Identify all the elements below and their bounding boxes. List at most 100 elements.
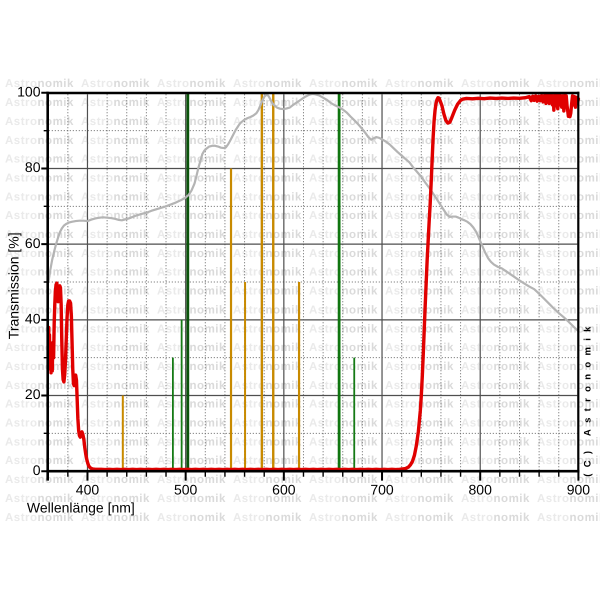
svg-text:Astronomik: Astronomik bbox=[461, 361, 530, 373]
svg-text:Astronomik: Astronomik bbox=[309, 248, 378, 260]
svg-text:Astronomik: Astronomik bbox=[233, 229, 302, 241]
svg-text:80: 80 bbox=[25, 159, 41, 175]
svg-text:600: 600 bbox=[272, 481, 296, 497]
svg-text:Astronomik: Astronomik bbox=[309, 154, 378, 166]
svg-text:Astronomik: Astronomik bbox=[157, 418, 226, 430]
svg-text:Astronomik: Astronomik bbox=[309, 399, 378, 411]
svg-text:Astronomik: Astronomik bbox=[385, 267, 454, 279]
svg-text:Astronomik: Astronomik bbox=[81, 380, 150, 392]
svg-text:Astronomik: Astronomik bbox=[385, 172, 454, 184]
svg-text:Astronomik: Astronomik bbox=[537, 116, 600, 128]
svg-text:Astronomik: Astronomik bbox=[309, 267, 378, 279]
svg-text:Astronomik: Astronomik bbox=[81, 493, 150, 505]
svg-text:Astronomik: Astronomik bbox=[5, 210, 74, 222]
svg-text:Astronomik: Astronomik bbox=[157, 304, 226, 316]
svg-text:Astronomik: Astronomik bbox=[309, 78, 378, 90]
svg-text:Astronomik: Astronomik bbox=[157, 493, 226, 505]
svg-text:Astronomik: Astronomik bbox=[309, 418, 378, 430]
svg-text:Astronomik: Astronomik bbox=[157, 342, 226, 354]
svg-text:Astronomik: Astronomik bbox=[81, 399, 150, 411]
svg-text:Astronomik: Astronomik bbox=[5, 135, 74, 147]
svg-text:Astronomik: Astronomik bbox=[157, 380, 226, 392]
svg-text:Astronomik: Astronomik bbox=[309, 512, 378, 524]
svg-text:Astronomik: Astronomik bbox=[81, 512, 150, 524]
svg-text:Astronomik: Astronomik bbox=[461, 210, 530, 222]
svg-text:Astronomik: Astronomik bbox=[385, 210, 454, 222]
svg-text:Astronomik: Astronomik bbox=[461, 191, 530, 203]
svg-text:Astronomik: Astronomik bbox=[309, 97, 378, 109]
svg-text:Astronomik: Astronomik bbox=[385, 418, 454, 430]
svg-text:500: 500 bbox=[174, 481, 198, 497]
svg-text:Wellenlänge [nm]: Wellenlänge [nm] bbox=[27, 500, 135, 516]
svg-text:Astronomik: Astronomik bbox=[157, 191, 226, 203]
svg-text:Astronomik: Astronomik bbox=[233, 154, 302, 166]
svg-text:Astronomik: Astronomik bbox=[385, 436, 454, 448]
svg-text:Astronomik: Astronomik bbox=[81, 135, 150, 147]
svg-text:(C) Astronomik: (C) Astronomik bbox=[583, 320, 594, 476]
svg-text:Astronomik: Astronomik bbox=[157, 286, 226, 298]
svg-text:Astronomik: Astronomik bbox=[537, 418, 600, 430]
svg-text:Astronomik: Astronomik bbox=[309, 210, 378, 222]
svg-text:Astronomik: Astronomik bbox=[309, 323, 378, 335]
svg-text:Astronomik: Astronomik bbox=[537, 493, 600, 505]
svg-text:Astronomik: Astronomik bbox=[81, 286, 150, 298]
svg-text:Astronomik: Astronomik bbox=[385, 399, 454, 411]
svg-text:Astronomik: Astronomik bbox=[81, 229, 150, 241]
svg-text:Astronomik: Astronomik bbox=[5, 418, 74, 430]
svg-text:Astronomik: Astronomik bbox=[157, 97, 226, 109]
svg-text:Astronomik: Astronomik bbox=[5, 493, 74, 505]
svg-text:400: 400 bbox=[76, 481, 100, 497]
svg-text:Astronomik: Astronomik bbox=[385, 380, 454, 392]
svg-text:60: 60 bbox=[25, 235, 41, 251]
svg-text:Astronomik: Astronomik bbox=[81, 342, 150, 354]
svg-text:Astronomik: Astronomik bbox=[385, 248, 454, 260]
svg-text:Astronomik: Astronomik bbox=[537, 399, 600, 411]
svg-text:Astronomik: Astronomik bbox=[537, 154, 600, 166]
svg-text:Astronomik: Astronomik bbox=[233, 436, 302, 448]
svg-text:Astronomik: Astronomik bbox=[157, 248, 226, 260]
svg-text:Astronomik: Astronomik bbox=[81, 116, 150, 128]
svg-text:Astronomik: Astronomik bbox=[157, 436, 226, 448]
svg-text:Astronomik: Astronomik bbox=[385, 474, 454, 486]
svg-text:Astronomik: Astronomik bbox=[233, 286, 302, 298]
svg-text:Astronomik: Astronomik bbox=[461, 286, 530, 298]
svg-text:Astronomik: Astronomik bbox=[309, 172, 378, 184]
svg-text:Astronomik: Astronomik bbox=[537, 455, 600, 467]
svg-text:Astronomik: Astronomik bbox=[309, 342, 378, 354]
svg-text:Astronomik: Astronomik bbox=[537, 135, 600, 147]
svg-text:Astronomik: Astronomik bbox=[233, 323, 302, 335]
svg-text:Astronomik: Astronomik bbox=[233, 135, 302, 147]
svg-text:Astronomik: Astronomik bbox=[309, 286, 378, 298]
svg-text:Astronomik: Astronomik bbox=[385, 455, 454, 467]
svg-text:Astronomik: Astronomik bbox=[537, 286, 600, 298]
svg-text:Astronomik: Astronomik bbox=[5, 191, 74, 203]
svg-text:Astronomik: Astronomik bbox=[309, 455, 378, 467]
svg-text:Astronomik: Astronomik bbox=[385, 342, 454, 354]
svg-text:Astronomik: Astronomik bbox=[157, 116, 226, 128]
svg-text:Astronomik: Astronomik bbox=[461, 342, 530, 354]
svg-text:Astronomik: Astronomik bbox=[537, 210, 600, 222]
svg-text:Astronomik: Astronomik bbox=[5, 116, 74, 128]
svg-text:Astronomik: Astronomik bbox=[309, 380, 378, 392]
svg-text:Astronomik: Astronomik bbox=[157, 323, 226, 335]
svg-text:Astronomik: Astronomik bbox=[461, 380, 530, 392]
svg-text:Astronomik: Astronomik bbox=[461, 455, 530, 467]
svg-text:Astronomik: Astronomik bbox=[233, 172, 302, 184]
svg-text:Astronomik: Astronomik bbox=[233, 267, 302, 279]
svg-text:Astronomik: Astronomik bbox=[81, 474, 150, 486]
svg-text:Astronomik: Astronomik bbox=[233, 191, 302, 203]
svg-text:40: 40 bbox=[25, 310, 41, 326]
svg-text:Astronomik: Astronomik bbox=[157, 172, 226, 184]
svg-text:Astronomik: Astronomik bbox=[309, 436, 378, 448]
svg-text:Astronomik: Astronomik bbox=[461, 418, 530, 430]
svg-text:Astronomik: Astronomik bbox=[385, 135, 454, 147]
svg-text:Astronomik: Astronomik bbox=[461, 154, 530, 166]
svg-text:Astronomik: Astronomik bbox=[385, 154, 454, 166]
svg-text:Astronomik: Astronomik bbox=[309, 474, 378, 486]
svg-text:Astronomik: Astronomik bbox=[461, 172, 530, 184]
svg-text:Astronomik: Astronomik bbox=[233, 399, 302, 411]
svg-text:Astronomik: Astronomik bbox=[157, 399, 226, 411]
svg-text:900: 900 bbox=[567, 481, 591, 497]
svg-text:Astronomik: Astronomik bbox=[461, 135, 530, 147]
svg-text:Astronomik: Astronomik bbox=[461, 512, 530, 524]
